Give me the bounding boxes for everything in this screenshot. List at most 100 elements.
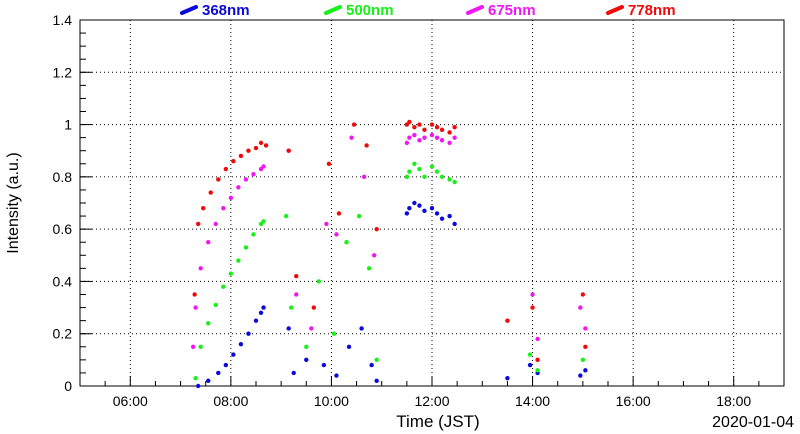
- legend-label: 675nm: [488, 2, 536, 19]
- data-points: [190, 119, 588, 389]
- data-point: [221, 206, 226, 211]
- data-point: [258, 140, 264, 146]
- y-tick-label: 1.2: [53, 64, 73, 80]
- data-point: [334, 373, 339, 378]
- date-label: 2020-01-04: [712, 414, 794, 431]
- x-tick-label: 06:00: [113, 393, 148, 409]
- data-point: [447, 140, 452, 146]
- data-point: [208, 190, 213, 195]
- legend-label: 778nm: [628, 2, 676, 19]
- data-point: [261, 164, 266, 169]
- data-point: [253, 145, 259, 151]
- data-point: [304, 344, 309, 349]
- data-point: [351, 122, 357, 127]
- data-point: [198, 266, 203, 271]
- data-point: [236, 185, 241, 190]
- data-point: [261, 305, 266, 310]
- x-tick-label: 16:00: [616, 393, 651, 409]
- data-point: [422, 174, 427, 180]
- data-point: [198, 344, 203, 349]
- data-point: [578, 373, 583, 378]
- data-point: [192, 292, 197, 297]
- data-point: [324, 221, 329, 227]
- data-point: [221, 284, 226, 289]
- data-point: [447, 213, 452, 219]
- data-point: [213, 302, 218, 308]
- data-point: [195, 221, 201, 227]
- data-point: [201, 206, 206, 211]
- axis-ticks: [79, 19, 785, 387]
- data-point: [251, 172, 256, 177]
- x-tick-label: 14:00: [515, 393, 550, 409]
- data-point: [336, 211, 342, 216]
- data-point: [283, 213, 289, 219]
- data-point: [228, 271, 234, 276]
- data-point: [261, 219, 266, 224]
- data-point: [407, 119, 412, 125]
- data-point: [434, 211, 440, 216]
- data-point: [527, 362, 533, 368]
- data-point: [349, 135, 354, 140]
- x-tick-label: 18:00: [716, 393, 751, 409]
- data-point: [321, 362, 327, 368]
- plot-frame: [79, 19, 785, 387]
- data-point: [505, 318, 510, 323]
- data-point: [527, 352, 533, 357]
- data-point: [374, 226, 379, 232]
- data-point: [374, 357, 379, 363]
- data-point: [374, 378, 379, 383]
- series-675nm: [190, 132, 588, 349]
- tick-labels: 06:00 08:00 10:00 12:00 14:00 16:00 18:00 0 0.2 0…: [53, 12, 752, 409]
- data-point: [304, 357, 309, 363]
- data-point: [243, 245, 249, 250]
- data-point: [412, 161, 417, 166]
- data-point: [236, 258, 241, 263]
- data-point: [309, 326, 314, 331]
- x-axis-label: Time (JST): [396, 412, 479, 431]
- data-point: [258, 310, 264, 315]
- y-axis-label: Intensity (a.u.): [5, 152, 22, 253]
- legend-label: 500nm: [346, 2, 394, 19]
- data-point: [190, 344, 196, 349]
- data-point: [243, 177, 249, 182]
- y-tick-label: 0.4: [53, 273, 73, 289]
- data-point: [286, 326, 291, 331]
- data-point: [417, 138, 422, 143]
- data-point: [251, 232, 256, 237]
- data-point: [206, 378, 211, 383]
- data-point: [359, 326, 364, 331]
- data-point: [361, 174, 367, 180]
- data-point: [447, 177, 452, 182]
- data-point: [578, 305, 583, 310]
- data-point: [439, 127, 445, 132]
- data-point: [407, 169, 412, 174]
- data-point: [331, 331, 337, 336]
- data-point: [404, 140, 410, 146]
- data-point: [344, 240, 349, 245]
- x-tick-label: 08:00: [213, 393, 248, 409]
- data-point: [195, 383, 201, 389]
- data-point: [429, 206, 435, 211]
- data-point: [364, 143, 369, 148]
- grid-lines: [80, 20, 784, 386]
- data-point: [530, 292, 535, 297]
- data-point: [583, 344, 588, 349]
- data-point: [429, 122, 435, 127]
- data-point: [422, 135, 427, 140]
- x-tick-label: 12:00: [414, 393, 449, 409]
- data-point: [231, 352, 236, 357]
- data-point: [434, 169, 440, 174]
- data-point: [412, 200, 417, 206]
- data-point: [223, 166, 229, 172]
- data-point: [505, 375, 510, 381]
- data-point: [417, 203, 422, 208]
- data-point: [213, 221, 218, 227]
- data-point: [206, 240, 211, 245]
- data-point: [216, 370, 221, 376]
- data-point: [407, 206, 412, 211]
- data-point: [228, 195, 234, 200]
- data-point: [289, 305, 294, 310]
- data-point: [311, 305, 317, 310]
- legend-swatch: [180, 5, 198, 15]
- data-point: [286, 148, 291, 153]
